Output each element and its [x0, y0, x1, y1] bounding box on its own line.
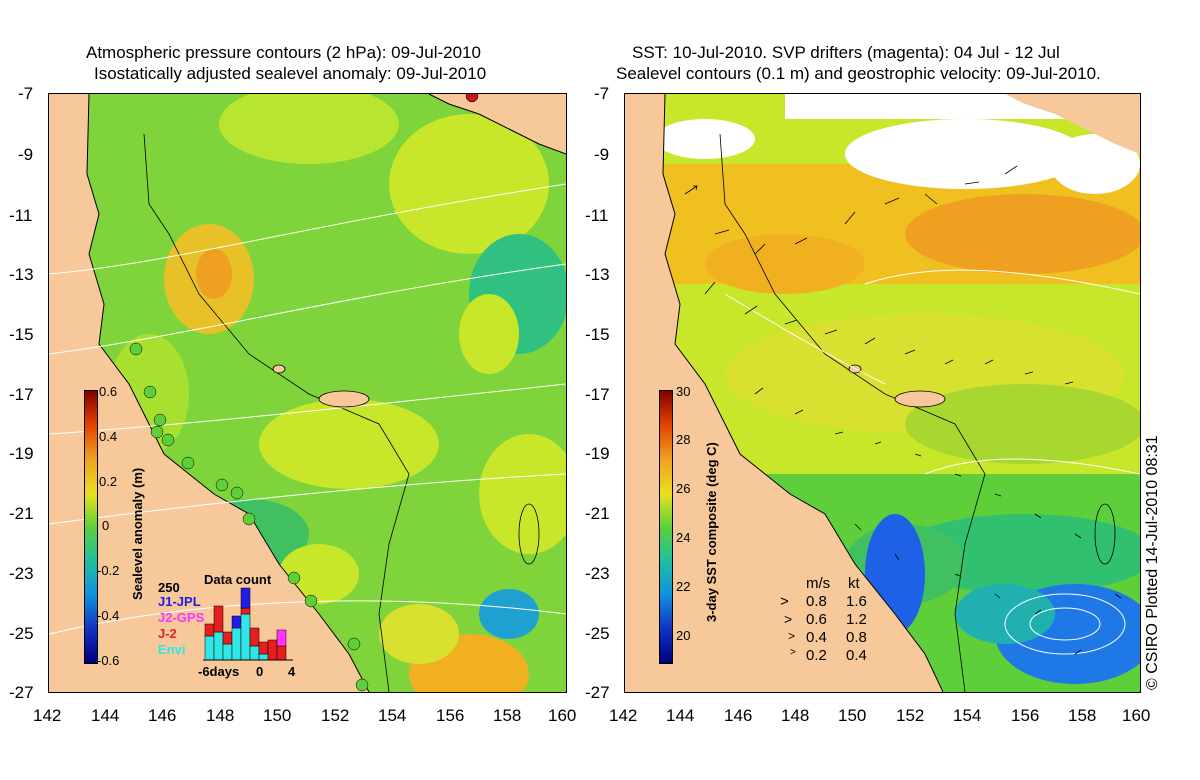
- left-y-tick: -9: [18, 145, 34, 164]
- data-count-title: Data count: [204, 572, 272, 587]
- right-y-tick: -17: [585, 385, 610, 404]
- left-cbar-tick: 0.6: [99, 384, 118, 399]
- right-y-tick: -21: [585, 504, 610, 523]
- velocity-arrow-icon: >: [780, 593, 789, 610]
- left-x-tick: 154: [378, 706, 407, 725]
- data-count-bars: [203, 587, 293, 661]
- right-y-tick: -23: [585, 564, 610, 583]
- right-cbar-tick: 22: [676, 579, 691, 594]
- left-cbar-tick: -0.4: [97, 608, 120, 623]
- left-colorbar: [84, 390, 98, 664]
- velocity-ms-value: 0.8: [806, 593, 827, 610]
- velocity-kt-value: 1.6: [846, 593, 867, 610]
- velocity-kt-value: 1.2: [846, 611, 867, 628]
- left-x-tick: 156: [436, 706, 465, 725]
- right-y-tick: -19: [585, 444, 610, 463]
- data-count-ymax: 250: [158, 580, 180, 595]
- left-cbar-tick: -0.2: [97, 563, 120, 578]
- left-cbar-tick: 0: [102, 518, 110, 533]
- velocity-kt-value: 0.4: [846, 647, 867, 664]
- data-count-x-label: 0: [256, 664, 264, 679]
- right-colorbar: [659, 390, 673, 664]
- left-title-line1: Atmospheric pressure contours (2 hPa): 0…: [86, 43, 481, 62]
- right-x-tick: 152: [896, 706, 925, 725]
- velocity-arrow-icon: >: [784, 611, 793, 627]
- right-x-tick: 154: [953, 706, 982, 725]
- right-map-sst: [624, 93, 1141, 693]
- credit-text: © CSIRO Plotted 14-Jul-2010 08:31: [1144, 435, 1161, 690]
- right-y-tick: -11: [585, 206, 609, 225]
- velocity-legend: m/s kt > 0.8 1.6 > 0.6 1.2 > 0.4 0.8 > 0…: [778, 575, 888, 665]
- right-y-tick: -9: [594, 145, 610, 164]
- right-map-graphic: [625, 94, 1140, 692]
- right-cbar-tick: 24: [676, 530, 691, 545]
- velocity-ms-value: 0.4: [806, 629, 827, 646]
- velocity-header-ms: m/s: [806, 575, 831, 592]
- legend-j2-gps: J2-GPS: [158, 610, 205, 625]
- right-x-tick: 148: [781, 706, 810, 725]
- left-map-graphic: [49, 94, 566, 692]
- left-y-tick: -17: [9, 385, 34, 404]
- right-y-tick: -27: [585, 683, 610, 702]
- left-y-tick: -19: [9, 444, 34, 463]
- velocity-kt-value: 0.8: [846, 629, 867, 646]
- left-title-line2: Isostatically adjusted sealevel anomaly:…: [94, 64, 487, 83]
- right-cbar-tick: 26: [676, 481, 691, 496]
- left-cbar-tick: 0.4: [99, 429, 118, 444]
- left-y-tick: -11: [9, 206, 33, 225]
- left-y-tick: -13: [9, 265, 34, 284]
- velocity-arrow-icon: >: [788, 629, 796, 643]
- right-title-line1: SST: 10-Jul-2010. SVP drifters (magenta)…: [632, 43, 1060, 62]
- left-y-tick: -23: [9, 564, 34, 583]
- right-x-tick: 142: [609, 706, 638, 725]
- right-title-line2: Sealevel contours (0.1 m) and geostrophi…: [616, 64, 1101, 83]
- left-y-tick: -27: [9, 683, 34, 702]
- velocity-header-kt: kt: [848, 575, 860, 592]
- left-y-tick: -21: [9, 504, 34, 523]
- left-x-tick: 150: [263, 706, 292, 725]
- legend-j1-jpl: J1-JPL: [158, 594, 201, 609]
- left-x-tick: 148: [206, 706, 235, 725]
- right-x-tick: 150: [838, 706, 867, 725]
- right-x-tick: 158: [1068, 706, 1097, 725]
- left-map-sealevel-anomaly: [48, 93, 567, 693]
- left-cbar-tick: 0.2: [99, 474, 118, 489]
- legend-envi: Envi: [158, 642, 186, 657]
- right-y-tick: -13: [585, 265, 610, 284]
- left-x-tick: 160: [548, 706, 577, 725]
- left-x-tick: 144: [91, 706, 120, 725]
- left-x-tick: 152: [321, 706, 350, 725]
- left-cbar-tick: -0.6: [97, 653, 120, 668]
- right-y-tick: -7: [594, 84, 610, 103]
- left-y-tick: -7: [18, 84, 34, 103]
- right-colorbar-label: 3-day SST composite (deg C): [704, 442, 719, 622]
- right-cbar-tick: 30: [676, 384, 691, 399]
- velocity-arrow-icon: >: [790, 647, 796, 658]
- right-y-tick: -25: [585, 624, 610, 643]
- left-colorbar-label: Sealevel anomaly (m): [130, 467, 145, 600]
- left-x-tick: 158: [493, 706, 522, 725]
- velocity-ms-value: 0.6: [806, 611, 827, 628]
- right-cbar-tick: 28: [676, 432, 691, 447]
- left-y-tick: -25: [9, 624, 34, 643]
- data-count-x-label: 4: [288, 664, 296, 679]
- right-x-tick: 156: [1011, 706, 1040, 725]
- right-x-tick: 160: [1122, 706, 1151, 725]
- left-y-tick: -15: [9, 325, 34, 344]
- right-x-tick: 144: [666, 706, 695, 725]
- right-cbar-tick: 20: [676, 628, 691, 643]
- left-x-tick: 142: [33, 706, 62, 725]
- legend-j-2: J-2: [158, 626, 177, 641]
- right-y-tick: -15: [585, 325, 610, 344]
- data-count-inset: Data count 250 J1-JPL J2-GPS J-2 Envi -6…: [158, 572, 303, 682]
- data-count-x-label: -6days: [198, 664, 240, 679]
- left-x-tick: 146: [148, 706, 177, 725]
- velocity-ms-value: 0.2: [806, 647, 827, 664]
- right-x-tick: 146: [724, 706, 753, 725]
